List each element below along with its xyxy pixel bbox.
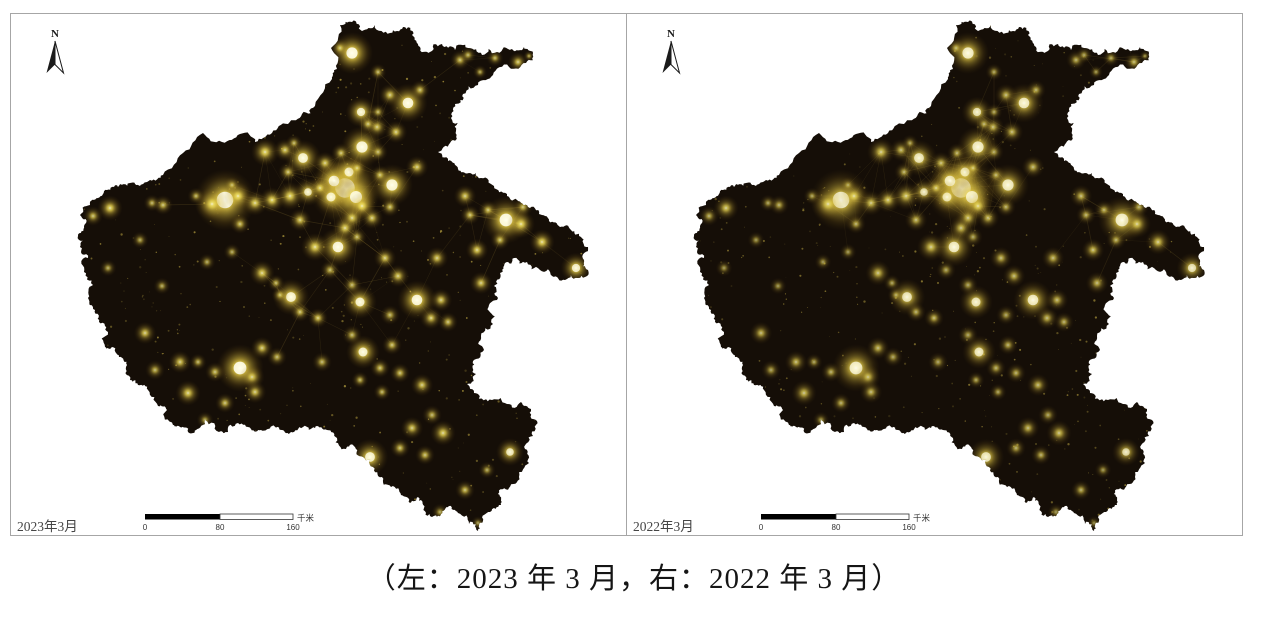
north-arrow-label: N — [51, 28, 59, 40]
map-panel-left-2023: N 0 80 160 千米 2023年3月 — [11, 14, 626, 535]
lights-layer — [699, 25, 1205, 530]
north-arrow-label: N — [667, 28, 675, 40]
north-arrow-icon: N — [662, 28, 681, 75]
scale-tick-1: 80 — [832, 523, 841, 532]
date-label: 2023年3月 — [17, 519, 78, 534]
scale-tick-1: 80 — [216, 523, 225, 532]
scale-tick-0: 0 — [759, 523, 764, 532]
scale-tick-2: 160 — [902, 523, 916, 532]
scale-unit-label: 千米 — [297, 513, 315, 523]
north-arrow-icon: N — [46, 28, 65, 75]
scale-unit-label: 千米 — [913, 513, 931, 523]
figure-caption: （左：2023 年 3 月，右：2022 年 3 月） — [366, 563, 902, 595]
date-label: 2022年3月 — [633, 519, 694, 534]
map-frame: N 0 80 160 千米 2023年3月 N 0 80 160 千米 2022年3月 — [10, 13, 1243, 536]
map-panel-right-2022: N 0 80 160 千米 2022年3月 — [626, 14, 1242, 535]
scale-tick-2: 160 — [286, 523, 300, 532]
scale-tick-0: 0 — [143, 523, 148, 532]
